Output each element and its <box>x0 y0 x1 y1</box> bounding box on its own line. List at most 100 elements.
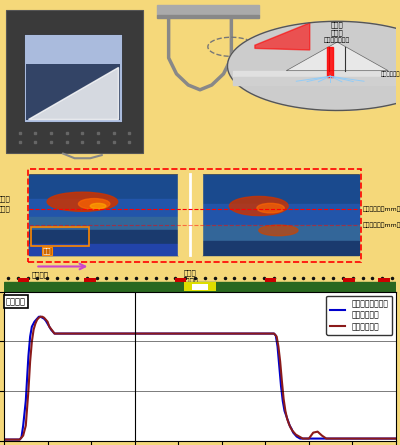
FancyBboxPatch shape <box>378 278 390 282</box>
破面の実測値 <box>394 436 398 441</box>
FancyBboxPatch shape <box>192 284 208 290</box>
フェイズドアレイ
による測定値 <box>350 436 355 441</box>
フェイズドアレイ
による測定値 <box>359 436 364 441</box>
フェイズドアレイ
による測定値 <box>26 354 31 359</box>
FancyBboxPatch shape <box>6 10 143 154</box>
フェイズドアレイ
による測定値 <box>294 434 299 439</box>
フェイズドアレイ
による測定値 <box>273 333 278 338</box>
Polygon shape <box>233 71 400 77</box>
Polygon shape <box>202 204 359 225</box>
Polygon shape <box>233 77 400 85</box>
破面の実測値 <box>300 436 305 441</box>
フェイズドアレイ
による測定値 <box>275 344 280 349</box>
破面の実測値 <box>35 317 40 322</box>
FancyBboxPatch shape <box>265 278 276 282</box>
破面の実測値 <box>290 428 295 433</box>
破面の実測値 <box>23 423 28 429</box>
フェイズドアレイ
による測定値 <box>47 324 52 329</box>
破面の実測値 <box>2 437 6 442</box>
Polygon shape <box>202 241 359 255</box>
フェイズドアレイ
による測定値 <box>368 436 372 441</box>
フェイズドアレイ
による測定値 <box>286 418 290 423</box>
破面の実測値 <box>288 425 293 430</box>
Polygon shape <box>4 282 396 292</box>
Polygon shape <box>178 174 202 255</box>
フェイズドアレイ
による測定値 <box>21 423 26 429</box>
FancyBboxPatch shape <box>18 278 30 282</box>
Polygon shape <box>286 42 388 71</box>
フェイズドアレイ
による測定値 <box>2 437 6 442</box>
FancyBboxPatch shape <box>174 278 186 282</box>
破面の実測値 <box>376 436 381 441</box>
Ellipse shape <box>259 225 298 236</box>
フェイズドアレイ
による測定値 <box>40 315 45 320</box>
破面の実測値 <box>40 314 45 320</box>
フェイズドアレイ
による測定値 <box>45 321 50 326</box>
Text: 㛫通亀裂: 㛫通亀裂 <box>6 297 26 306</box>
フェイズドアレイ
による測定値 <box>289 426 294 431</box>
フェイズドアレイ
による測定値 <box>50 329 55 334</box>
破面の実測値 <box>26 388 31 394</box>
Polygon shape <box>228 21 400 110</box>
破面の実測値 <box>278 359 282 364</box>
破面の実測値 <box>281 396 286 402</box>
FancyBboxPatch shape <box>84 278 96 282</box>
Polygon shape <box>30 198 178 217</box>
フェイズドアレイ
による測定値 <box>333 436 338 441</box>
破面の実測値 <box>302 436 307 441</box>
破面の実測値 <box>30 339 34 344</box>
破面の実測値 <box>33 321 38 326</box>
破面の実測値 <box>315 429 320 434</box>
破面の実測値 <box>45 319 50 324</box>
破面の実測値 <box>44 317 48 322</box>
破面の実測値 <box>333 436 338 441</box>
Ellipse shape <box>90 203 106 209</box>
Polygon shape <box>28 68 118 119</box>
破面の実測値 <box>295 433 300 438</box>
フェイズドアレイ
による測定値 <box>306 436 311 441</box>
Polygon shape <box>30 231 178 255</box>
フェイズドアレイ
による測定値 <box>52 331 57 336</box>
フェイズドアレイ
による測定値 <box>341 436 346 441</box>
FancyBboxPatch shape <box>184 283 216 291</box>
破面の実測値 <box>350 436 355 441</box>
フェイズドアレイ
による測定値 <box>315 436 320 441</box>
破面の実測値 <box>305 436 310 441</box>
破面の実測値 <box>274 334 279 339</box>
Polygon shape <box>30 217 178 231</box>
破面の実測値 <box>283 408 288 413</box>
Polygon shape <box>202 225 359 241</box>
Polygon shape <box>157 15 259 18</box>
FancyBboxPatch shape <box>202 174 359 255</box>
フェイズドアレイ
による測定値 <box>44 318 48 324</box>
破面の実測値 <box>21 433 26 438</box>
Text: 先　端: 先 端 <box>0 206 11 212</box>
破面の実測値 <box>306 436 311 441</box>
Ellipse shape <box>78 198 110 209</box>
Text: （＋）方向（mm）: （＋）方向（mm） <box>363 222 400 228</box>
Text: 探触子: 探触子 <box>331 21 344 28</box>
フェイズドアレイ
による測定値 <box>28 334 32 339</box>
破面の実測値 <box>297 434 302 439</box>
Text: 超音波の伝搬: 超音波の伝搬 <box>380 71 400 77</box>
FancyBboxPatch shape <box>26 65 120 120</box>
FancyBboxPatch shape <box>343 278 355 282</box>
破面の実測値 <box>36 315 41 320</box>
破面の実測値 <box>324 436 329 441</box>
フェイズドアレイ
による測定値 <box>298 436 302 441</box>
破面の実測値 <box>28 359 32 364</box>
フェイズドアレイ
による測定値 <box>32 319 37 324</box>
Polygon shape <box>30 175 178 198</box>
Text: 橋軸方向: 橋軸方向 <box>182 277 199 284</box>
破面の実測値 <box>320 433 324 438</box>
破面の実測値 <box>47 324 52 329</box>
Text: 横リブ: 横リブ <box>184 270 196 276</box>
フェイズドアレイ
による測定値 <box>292 432 297 437</box>
Line: 破面の実測値: 破面の実測値 <box>4 317 396 440</box>
Text: 先　端: 先 端 <box>331 29 344 36</box>
Polygon shape <box>255 23 310 50</box>
フェイズドアレイ
による測定値 <box>17 437 22 442</box>
破面の実測値 <box>285 416 290 421</box>
フェイズドアレイ
による測定値 <box>30 324 34 329</box>
フェイズドアレイ
による測定値 <box>277 364 282 369</box>
